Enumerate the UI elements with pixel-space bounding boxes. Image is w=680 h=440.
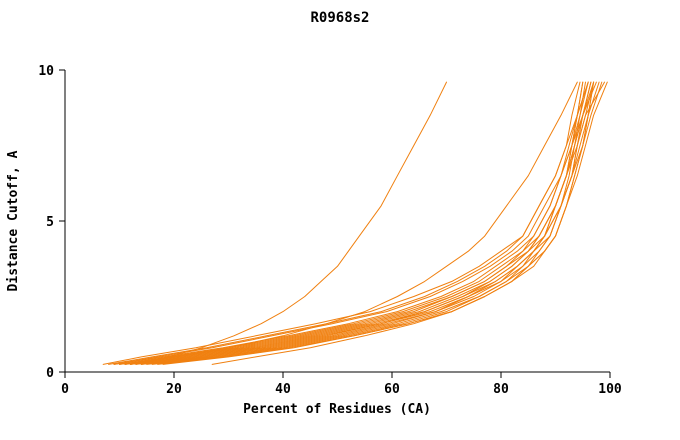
chart-title: R0968s2 <box>310 10 369 26</box>
series-line <box>129 81 584 365</box>
y-tick-label: 0 <box>46 366 54 381</box>
series-line <box>124 81 603 365</box>
series-line <box>119 81 592 365</box>
series-line <box>211 81 595 365</box>
series-line <box>113 81 589 365</box>
series-line <box>135 81 447 365</box>
series-line <box>119 81 584 365</box>
series-line <box>108 81 581 365</box>
x-axis-label: Percent of Residues (CA) <box>243 402 431 417</box>
x-tick-label: 20 <box>166 382 182 397</box>
y-axis-label: Distance Cutoff, A <box>6 150 21 291</box>
series-line <box>140 81 595 365</box>
x-tick-label: 40 <box>275 382 291 397</box>
y-tick-label: 5 <box>46 215 54 230</box>
x-tick-label: 0 <box>61 382 69 397</box>
plot-area: 0 20 40 60 80 100 0 5 10 <box>38 64 622 397</box>
series-line <box>102 81 589 365</box>
series-line <box>162 81 586 365</box>
series-line <box>129 81 578 365</box>
x-tick-label: 60 <box>384 382 400 397</box>
series-line <box>146 81 608 365</box>
x-tick-label: 100 <box>598 382 622 397</box>
series-line <box>151 81 600 365</box>
series-line <box>124 81 592 365</box>
x-tick-label: 80 <box>493 382 509 397</box>
series-line <box>113 81 597 365</box>
y-tick-label: 10 <box>38 64 54 79</box>
